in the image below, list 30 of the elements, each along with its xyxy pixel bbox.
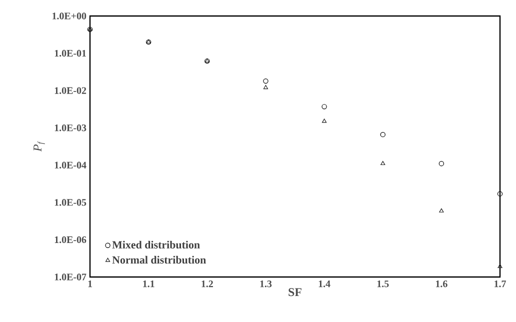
point bbox=[438, 161, 444, 166]
y-tick-label: 1.0E-07 bbox=[54, 274, 86, 280]
point bbox=[380, 132, 386, 138]
y-tick-label: 1.0E-03 bbox=[54, 124, 86, 132]
x-tick-label: 1.5 bbox=[377, 280, 389, 288]
point bbox=[322, 104, 327, 110]
legend-label: Mixed distribution bbox=[112, 240, 200, 249]
legend-label: Normal distribution bbox=[112, 256, 206, 264]
x-axis-title: SF bbox=[288, 288, 302, 296]
point bbox=[497, 191, 503, 196]
point bbox=[380, 161, 386, 166]
y-tick-label: 1.0E+00 bbox=[52, 12, 86, 20]
x-tick-label: 1.6 bbox=[436, 280, 448, 288]
y-tick-label: 1.0E-04 bbox=[54, 162, 86, 169]
y-tick-label: 1.0E-06 bbox=[54, 236, 86, 244]
point bbox=[439, 208, 444, 212]
point bbox=[263, 78, 268, 84]
y-tick-label: 1.0E-02 bbox=[54, 87, 86, 94]
y-tick-label: 1.0E-01 bbox=[54, 50, 86, 57]
x-tick-label: 1.7 bbox=[494, 280, 506, 288]
point bbox=[498, 264, 502, 268]
x-tick-label: 1 bbox=[88, 280, 92, 288]
y-axis-title: P$_{f}$ bbox=[34, 141, 45, 152]
x-tick-label: 1.1 bbox=[143, 280, 154, 288]
point bbox=[263, 85, 268, 90]
x-tick-label: 1.4 bbox=[318, 280, 330, 288]
x-tick-label: 1.3 bbox=[260, 280, 272, 288]
x-tick-label: 1.2 bbox=[202, 280, 213, 288]
y-tick-label: 1.0E-05 bbox=[54, 199, 86, 206]
point bbox=[322, 118, 327, 123]
